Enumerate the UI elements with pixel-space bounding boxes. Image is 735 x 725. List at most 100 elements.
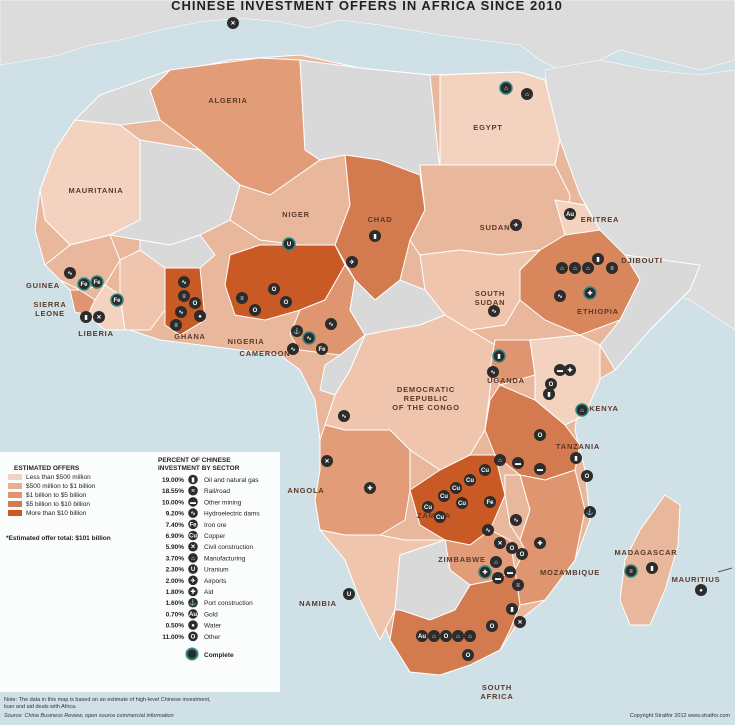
country-angola[interactable] <box>314 424 411 536</box>
marker-malawi-aid[interactable]: ✚ <box>534 537 546 549</box>
marker-angola-aid[interactable]: ✚ <box>364 482 376 494</box>
country-libya[interactable] <box>299 59 441 176</box>
marker-zambia-cu-5[interactable]: Cu <box>456 497 468 509</box>
marker-sa-6[interactable]: O <box>486 620 498 632</box>
marker-malawi-1[interactable]: ∿ <box>510 514 522 526</box>
marker-uganda-2[interactable]: ∿ <box>487 366 499 378</box>
marker-guinea-1[interactable]: ∿ <box>64 267 76 279</box>
marker-sa-7[interactable]: O <box>462 649 474 661</box>
marker-cameroon-3[interactable]: ∿ <box>302 331 316 345</box>
marker-sa-gold[interactable]: Au <box>416 630 428 642</box>
marker-mozambique-port[interactable]: ⚓ <box>584 506 596 518</box>
marker-zambia-8[interactable]: Fe <box>484 496 496 508</box>
marker-ethiopia-3[interactable]: ⌂ <box>582 262 594 274</box>
marker-zimbabwe-1[interactable]: ∿ <box>482 524 494 536</box>
marker-sa-2[interactable]: ⌂ <box>428 630 440 642</box>
country-congo[interactable] <box>319 334 366 396</box>
marker-zambia-cu-6[interactable]: Cu <box>422 501 434 513</box>
marker-djibouti-1[interactable]: ▮ <box>592 253 604 265</box>
marker-ethiopia-dam[interactable]: ∿ <box>554 290 566 302</box>
legend-offer-swatch <box>8 501 22 507</box>
marker-ghana-5[interactable]: ● <box>194 310 206 322</box>
marker-kenya-3[interactable]: ▮ <box>543 388 555 400</box>
country-madagascar[interactable] <box>619 494 681 626</box>
marker-kenya-aid[interactable]: ✚ <box>564 364 576 376</box>
marker-kenya-1[interactable]: ▬ <box>554 364 566 376</box>
marker-ethiopia-aid[interactable]: ✚ <box>583 286 597 300</box>
marker-sierra-iron[interactable]: Fe <box>110 293 124 307</box>
marker-mozambique-1[interactable]: O <box>581 470 593 482</box>
marker-djibouti-2[interactable]: ≡ <box>606 262 618 274</box>
marker-tanzania-4[interactable]: ▬ <box>512 457 524 469</box>
marker-ghana-1[interactable]: ∿ <box>178 276 190 288</box>
marker-zambia-cu-2[interactable]: Cu <box>464 474 476 486</box>
marker-sa-5[interactable]: ⌂ <box>464 630 476 642</box>
marker-cameroon-2[interactable]: ⚓ <box>291 325 303 337</box>
marker-cameroon-4[interactable]: ∿ <box>287 343 299 355</box>
marker-eritrea-gold[interactable]: Au <box>564 208 576 220</box>
marker-nigeria-other-1[interactable]: O <box>268 283 280 295</box>
marker-guinea-3[interactable]: Fe <box>90 275 104 289</box>
country-guinea[interactable] <box>44 234 121 291</box>
marker-zimbabwe-4[interactable]: O <box>516 548 528 560</box>
marker-kenya-2[interactable]: O <box>545 378 557 390</box>
country-sudan[interactable] <box>409 164 571 256</box>
marker-zimbabwe-7[interactable]: ▬ <box>492 572 504 584</box>
marker-uganda-1[interactable]: ▮ <box>492 349 506 363</box>
marker-zambia-9[interactable]: ⌂ <box>494 454 506 466</box>
marker-sudan-airport[interactable]: ✈ <box>510 219 522 231</box>
marker-mauritius-water[interactable]: ● <box>695 584 707 596</box>
marker-zimbabwe-5[interactable]: ⌂ <box>490 556 502 568</box>
marker-sa-3[interactable]: O <box>440 630 452 642</box>
marker-drc-dam[interactable]: ∿ <box>338 410 350 422</box>
marker-cote-divoire[interactable]: ≡ <box>170 319 182 331</box>
marker-ethiopia-1[interactable]: ⌂ <box>556 262 568 274</box>
marker-guinea-2[interactable]: Fe <box>77 277 91 291</box>
marker-zambia-cu-1[interactable]: Cu <box>479 464 491 476</box>
marker-madagascar-1[interactable]: ≡ <box>624 564 638 578</box>
marker-ghana-4[interactable]: ∿ <box>175 306 187 318</box>
country-somalia[interactable] <box>599 254 701 371</box>
marker-south-sudan-dam[interactable]: ∿ <box>488 305 500 317</box>
marker-sierra-oil[interactable]: ▮ <box>80 311 92 323</box>
marker-top-construction[interactable]: ✕ <box>227 17 239 29</box>
marker-tanzania-2[interactable]: ▮ <box>570 452 582 464</box>
svg-text:≡: ≡ <box>610 266 614 272</box>
marker-zimbabwe-2[interactable]: ✕ <box>494 537 506 549</box>
marker-ethiopia-2[interactable]: ⌂ <box>569 262 581 274</box>
marker-mozambique-2[interactable]: ≡ <box>512 579 524 591</box>
marker-madagascar-2[interactable]: ▮ <box>646 562 658 574</box>
marker-egypt-factory-1[interactable]: ⌂ <box>499 81 513 95</box>
marker-mozambique-3[interactable]: ▮ <box>506 603 518 615</box>
marker-ghana-2[interactable]: ≡ <box>178 290 190 302</box>
marker-namibia-uranium[interactable]: U <box>343 588 355 600</box>
country-burkina-faso[interactable] <box>139 234 216 269</box>
marker-zimbabwe-3[interactable]: O <box>506 542 518 554</box>
marker-nigeria-other-2[interactable]: O <box>280 296 292 308</box>
marker-sa-4[interactable]: ⌂ <box>452 630 464 642</box>
legend-complete-label: Complete <box>204 652 234 659</box>
marker-mozambique-4[interactable]: ✕ <box>514 616 526 628</box>
marker-nigeria-other-3[interactable]: O <box>249 304 261 316</box>
marker-zimbabwe-8[interactable]: ▬ <box>504 566 516 578</box>
marker-niger-uranium[interactable]: U <box>282 237 296 251</box>
marker-tanzania-1[interactable]: O <box>534 429 546 441</box>
marker-cameroon-5[interactable]: Fe <box>316 343 328 355</box>
country-mozambique[interactable] <box>514 469 586 606</box>
marker-zambia-cu-4[interactable]: Cu <box>438 490 450 502</box>
marker-cameroon-1[interactable]: ∿ <box>325 318 337 330</box>
marker-zambia-cu-7[interactable]: Cu <box>434 511 446 523</box>
marker-ghana-3[interactable]: O <box>189 297 201 309</box>
marker-kenya-port[interactable]: ⌂ <box>575 403 589 417</box>
marker-chad-airport[interactable]: ✈ <box>346 256 358 268</box>
marker-zambia-cu-3[interactable]: Cu <box>450 482 462 494</box>
marker-tanzania-3[interactable]: ▬ <box>534 463 546 475</box>
marker-zimbabwe-6[interactable]: ✚ <box>478 565 492 579</box>
country-south-africa[interactable] <box>389 569 521 676</box>
marker-angola-construction[interactable]: ✕ <box>321 455 333 467</box>
marker-nigeria-rail[interactable]: ≡ <box>236 292 248 304</box>
marker-chad-oil[interactable]: ▮ <box>369 230 381 242</box>
marker-sierra-construction[interactable]: ✕ <box>93 311 105 323</box>
marker-egypt-factory-2[interactable]: ⌂ <box>521 88 533 100</box>
